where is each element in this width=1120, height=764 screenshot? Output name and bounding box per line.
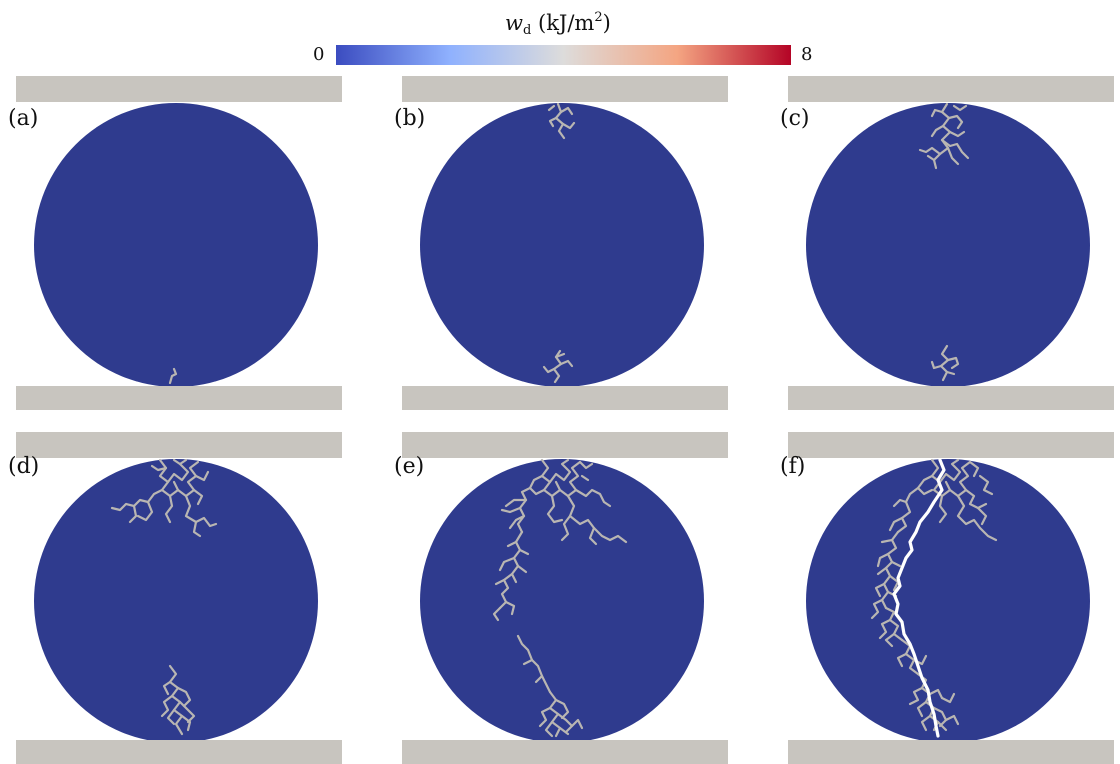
bottom-platen	[16, 386, 342, 410]
panel-d: (d)	[8, 424, 342, 764]
colorbar-variable-subscript: d	[522, 23, 532, 38]
bottom-platen	[788, 386, 1114, 410]
panel-label: (a)	[8, 106, 39, 131]
disk	[34, 103, 318, 387]
colorbar-unit-close: )	[602, 11, 611, 35]
panel-b-figure	[402, 76, 728, 410]
top-platen	[402, 76, 728, 102]
panel-b: (b)	[394, 76, 728, 410]
crack-network	[110, 458, 218, 736]
disk	[806, 103, 1090, 387]
bottom-platen	[402, 386, 728, 410]
disk	[420, 103, 704, 387]
top-platen	[402, 432, 728, 458]
panel-label: (e)	[394, 454, 425, 479]
panel-label: (f)	[780, 454, 806, 479]
colorbar-min-label: 0	[313, 44, 325, 65]
top-platen	[16, 432, 342, 458]
panel-e: (e)	[394, 424, 728, 764]
colorbar-unit-exponent: 2	[594, 10, 603, 25]
disk	[806, 459, 1090, 743]
crack-network	[918, 102, 970, 382]
colorbar	[336, 45, 791, 65]
bottom-platen	[16, 740, 342, 764]
crack-network	[492, 458, 628, 738]
bottom-platen	[402, 740, 728, 764]
panel-label: (d)	[8, 454, 40, 479]
crack-network	[542, 102, 576, 384]
colorbar-max-label: 8	[801, 44, 813, 65]
panel-label: (b)	[394, 106, 426, 131]
crack-network	[168, 367, 178, 385]
panel-a-figure	[16, 76, 342, 410]
bottom-platen	[788, 740, 1114, 764]
main-crack	[892, 458, 946, 738]
colorbar-variable: w	[505, 11, 523, 35]
disk	[420, 459, 704, 743]
colorbar-title: wd (kJ/m2)	[505, 10, 611, 38]
panel-f: (f)	[780, 424, 1114, 764]
panel-e-figure	[402, 432, 728, 764]
top-platen	[788, 432, 1114, 458]
colorbar-unit: (kJ/m	[538, 11, 595, 35]
top-platen	[788, 76, 1114, 102]
panel-label: (c)	[780, 106, 810, 131]
panel-f-figure	[788, 432, 1114, 764]
panel-a: (a)	[8, 76, 342, 410]
panel-c-figure	[788, 76, 1114, 410]
panel-d-figure	[16, 432, 342, 764]
top-platen	[16, 76, 342, 102]
disk	[34, 459, 318, 743]
panel-c: (c)	[780, 76, 1114, 410]
